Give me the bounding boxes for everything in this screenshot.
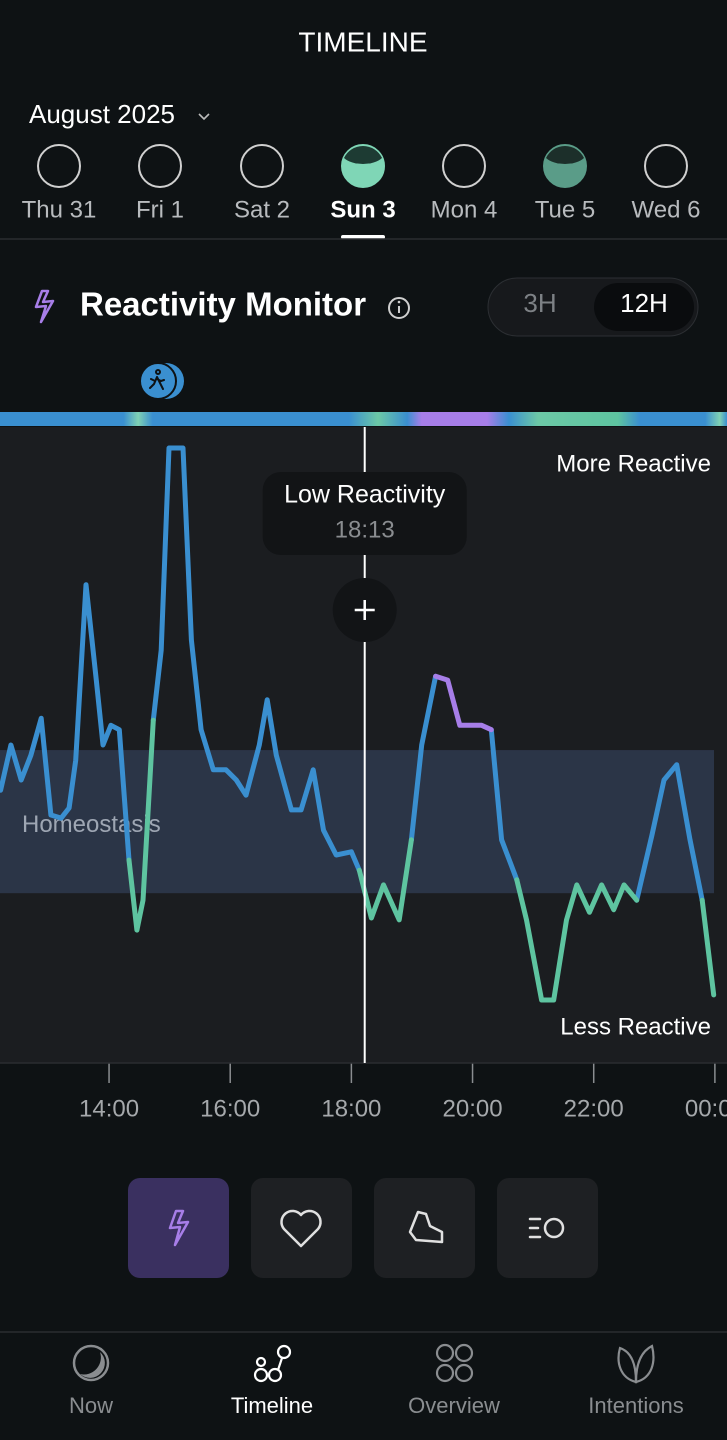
tool-icon [543,1217,565,1239]
day-label: Sun 3 [330,196,395,223]
reactivity-line [126,717,717,1003]
day-label: Wed 6 [632,196,701,223]
day-strip: Thu 31 Fri 1 Sat 2 Sun 3 Mon 4 Tue 5 Wed 6 [22,144,701,223]
x-tick-label: 22:00 [564,1095,624,1122]
day-ring[interactable] [442,144,486,188]
x-tick-label: 18:00 [321,1095,381,1122]
day-label: Mon 4 [431,196,498,223]
nav-label[interactable]: Now [69,1393,113,1418]
range-option[interactable]: 12H [620,288,668,318]
day-ring[interactable] [138,144,182,188]
add-icon [354,600,375,620]
walk-icon [149,369,165,390]
nav-icon [435,1343,474,1383]
nav-icons [72,1343,655,1384]
day-ring[interactable] [644,144,688,188]
card-title: Reactivity Monitor [80,286,366,323]
day-label: Sat 2 [234,196,290,223]
nav-icon [253,1344,292,1383]
reactivity-icon [34,289,55,324]
tool-button-list[interactable] [497,1178,598,1278]
nav-label[interactable]: Intentions [588,1393,683,1418]
tool-button-sleep[interactable] [374,1178,475,1278]
day-label: Thu 31 [22,196,97,223]
reactivity-line [0,445,705,903]
month-picker[interactable]: August 2025 [29,99,175,129]
info-icon[interactable] [388,297,410,319]
chevron [198,113,210,121]
nav-icon [72,1344,110,1382]
x-tick-label: 14:00 [79,1095,139,1122]
bottom-label: Less Reactive [560,1013,711,1040]
range-toggle-selected [594,283,694,331]
nav-icon [617,1344,655,1384]
day-moon-shade [344,145,382,164]
bottom-nav: Now Timeline Overview Intentions [69,1393,684,1418]
reactivity-strip [0,412,727,426]
day-selected-underline [341,235,385,239]
tool-icon [280,1209,322,1248]
tool-icon [408,1210,444,1244]
page-title: TIMELINE [298,26,427,57]
range-option[interactable]: 3H [523,288,556,318]
top-label: More Reactive [556,450,711,477]
day-label: Fri 1 [136,196,184,223]
x-tick-label: 20:00 [443,1095,503,1122]
band-label: Homeostasis [22,811,161,838]
info-icon-dot [397,300,401,304]
chart: Homeostasis More Reactive Less Reactive 14:… [0,427,727,1122]
x-tick-label: 00:00 [685,1095,727,1122]
tooltip [262,472,467,555]
tool-buttons [128,1178,598,1278]
tool-icon [168,1209,190,1247]
day-moon-shade [546,145,584,164]
tool-button-heart[interactable] [251,1178,352,1278]
tooltip-time: 18:13 [335,516,395,543]
x-tick-label: 16:00 [200,1095,260,1122]
nav-label[interactable]: Overview [408,1393,500,1418]
reactivity-line [433,673,494,733]
tooltip-title: Low Reactivity [284,481,446,509]
day-ring[interactable] [240,144,284,188]
nav-icon [80,1352,105,1378]
tool-icon [528,1217,542,1239]
day-ring[interactable] [37,144,81,188]
nav-label[interactable]: Timeline [231,1393,313,1418]
day-label: Tue 5 [535,196,595,223]
